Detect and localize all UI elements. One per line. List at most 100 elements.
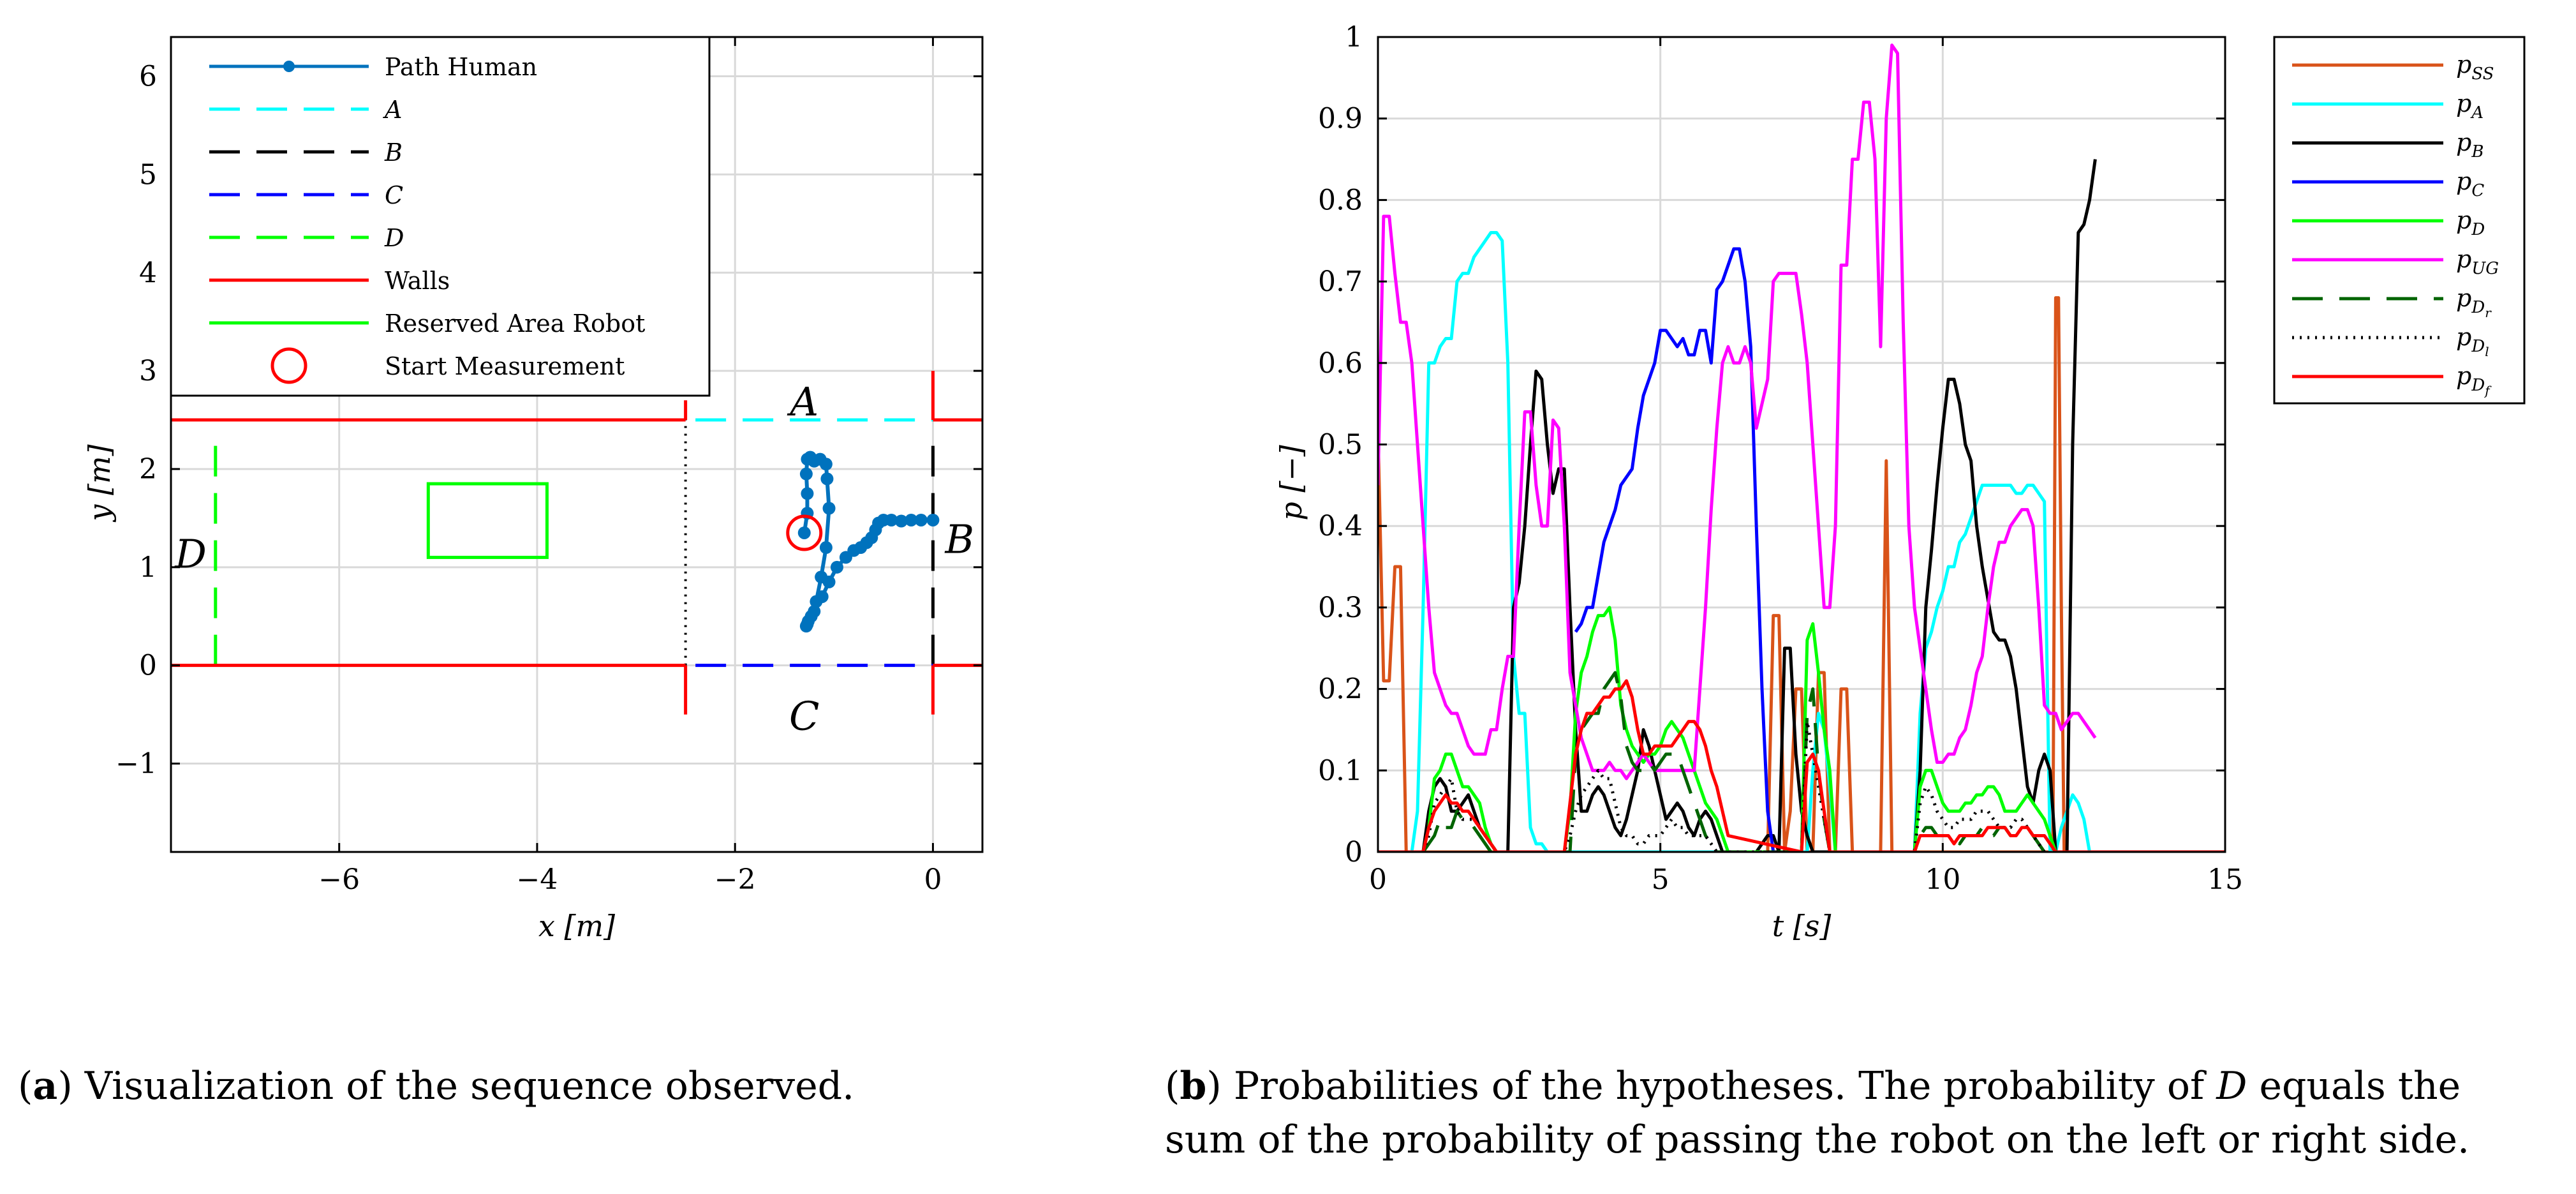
legend-label: pC <box>2456 167 2484 200</box>
series-p-c <box>1574 247 1775 852</box>
annotation-a: A <box>787 378 818 425</box>
legend-label-sub: D <box>2471 220 2485 239</box>
legend-label: Reserved Area Robot <box>385 310 645 338</box>
y-tick-label: 0.4 <box>1318 510 1363 542</box>
path-human-point <box>894 514 908 528</box>
legend-label-main: p <box>2456 167 2471 195</box>
legend-label-main: p <box>2456 128 2471 156</box>
legend-label: Walls <box>385 267 450 295</box>
legend-label: pA <box>2456 89 2483 123</box>
y-tick-label: 6 <box>139 61 157 93</box>
path-human-point <box>797 526 811 539</box>
annotation-d: D <box>174 531 207 578</box>
legend-label-sub: C <box>2471 181 2484 200</box>
y-axis-label: y [m] <box>82 444 117 522</box>
caption-b-line2: sum of the probability of passing the ro… <box>1165 1117 2470 1162</box>
annotation-c: C <box>789 692 819 739</box>
legend-swatch <box>270 347 307 384</box>
series-p-df <box>1378 679 2225 852</box>
y-tick-label: 0 <box>1345 836 1363 869</box>
series-p-ug <box>1378 43 2097 780</box>
caption-b-line1-end: equals the <box>2247 1064 2461 1108</box>
legend-label: B <box>384 138 403 167</box>
path-human-point <box>819 458 833 471</box>
caption-b-label: b <box>1180 1064 1207 1108</box>
y-tick-label: 0.3 <box>1318 592 1363 624</box>
legend-label-subsub: l <box>2485 344 2489 359</box>
legend-label: pDf <box>2456 362 2492 398</box>
path-human-point <box>801 487 814 500</box>
legend-label: pDl <box>2456 323 2489 359</box>
y-tick-label: 0.2 <box>1318 673 1363 706</box>
y-tick-label: 0.1 <box>1318 754 1363 787</box>
path-human-point <box>819 541 833 555</box>
y-tick-label: 1 <box>1345 21 1363 54</box>
y-tick-label: 0.7 <box>1318 265 1363 298</box>
path-human-point <box>799 467 813 481</box>
y-tick-label: 0.9 <box>1318 103 1363 135</box>
legend-label-sub: D <box>2471 337 2485 356</box>
path-human-point <box>808 605 821 618</box>
y-tick-label: 1 <box>139 551 157 584</box>
legend-label-main: p <box>2456 245 2471 273</box>
legend-label-main: p <box>2456 206 2471 234</box>
y-tick-label: 4 <box>139 257 157 289</box>
x-axis-label: t [s] <box>1772 909 1832 943</box>
legend-label-sub: SS <box>2471 64 2494 84</box>
legend-label-main: p <box>2456 89 2471 117</box>
y-tick-label: 5 <box>139 158 157 191</box>
legend-label-main: p <box>2456 284 2471 312</box>
annotation-b: B <box>945 516 975 562</box>
legend-label-sub: D <box>2471 298 2485 317</box>
legend-label-subsub: r <box>2485 305 2492 320</box>
path-human-point <box>822 575 836 588</box>
x-tick-label: 10 <box>1925 863 1960 896</box>
caption-b-line1: Probabilities of the hypotheses. The pro… <box>1233 1064 2217 1108</box>
legend-label: pDr <box>2456 284 2492 320</box>
y-tick-label: 2 <box>139 453 157 486</box>
path-human-point <box>914 513 928 526</box>
legend-label: D <box>384 224 404 252</box>
legend-swatch-dot <box>283 61 295 72</box>
legend-label: pB <box>2456 128 2483 161</box>
legend-label-main: p <box>2456 362 2471 390</box>
path-human-point <box>815 590 829 603</box>
y-tick-label: 0.6 <box>1318 347 1363 380</box>
panel-b-probability-plot: 0 5 10 15 0 0.1 0.2 0.3 0.4 0.5 0.6 0.7 0.8 0.9 1 t [s]… <box>1274 21 2526 943</box>
legend-label: pSS <box>2456 50 2494 84</box>
legend-label-sub: B <box>2471 142 2483 161</box>
y-tick-label: 3 <box>139 355 157 387</box>
legend-label: C <box>385 181 403 209</box>
x-tick-label: 15 <box>2207 863 2243 896</box>
series-p-d <box>1421 606 2057 852</box>
y-axis-label: p [−] <box>1274 445 1308 521</box>
path-human-point <box>926 513 940 526</box>
series-p-dl <box>1421 720 2046 852</box>
x-tick-label: −2 <box>714 863 756 896</box>
legend-label-sub: A <box>2470 103 2483 123</box>
path-human-point <box>822 502 836 515</box>
path-human-point <box>905 513 918 526</box>
legend-label: pD <box>2456 206 2485 239</box>
path-human-point <box>830 560 843 574</box>
x-tick-label: 0 <box>924 863 942 896</box>
caption-b-italic: D <box>2216 1064 2247 1108</box>
legend-box <box>170 36 711 397</box>
x-tick-label: 5 <box>1652 863 1669 896</box>
caption-a-label: a <box>33 1064 58 1108</box>
path-human-point <box>885 513 898 526</box>
legend-label: A <box>383 96 402 124</box>
series-group <box>1378 43 2225 852</box>
legend-label: Path Human <box>385 53 537 81</box>
x-tick-label: −4 <box>517 863 558 896</box>
legend-label: Start Measurement <box>385 352 625 380</box>
y-tick-label: 0.5 <box>1318 429 1363 461</box>
series-p-b <box>1421 159 2097 852</box>
path-human-point <box>801 615 815 628</box>
y-tick-label: −1 <box>115 748 157 780</box>
legend-label-main: p <box>2456 323 2471 351</box>
x-tick-label: 0 <box>1369 863 1387 896</box>
legend-label-sub: UG <box>2471 259 2499 278</box>
